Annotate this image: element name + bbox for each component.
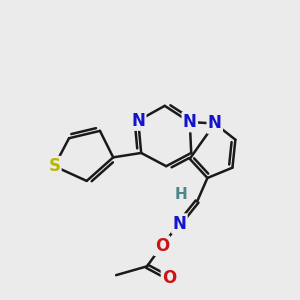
Text: N: N	[172, 214, 186, 232]
Text: O: O	[162, 269, 176, 287]
Text: H: H	[175, 187, 187, 202]
Text: N: N	[183, 113, 197, 131]
Text: S: S	[48, 157, 60, 175]
Text: O: O	[155, 237, 169, 255]
Text: N: N	[208, 115, 222, 133]
Text: N: N	[131, 112, 145, 130]
